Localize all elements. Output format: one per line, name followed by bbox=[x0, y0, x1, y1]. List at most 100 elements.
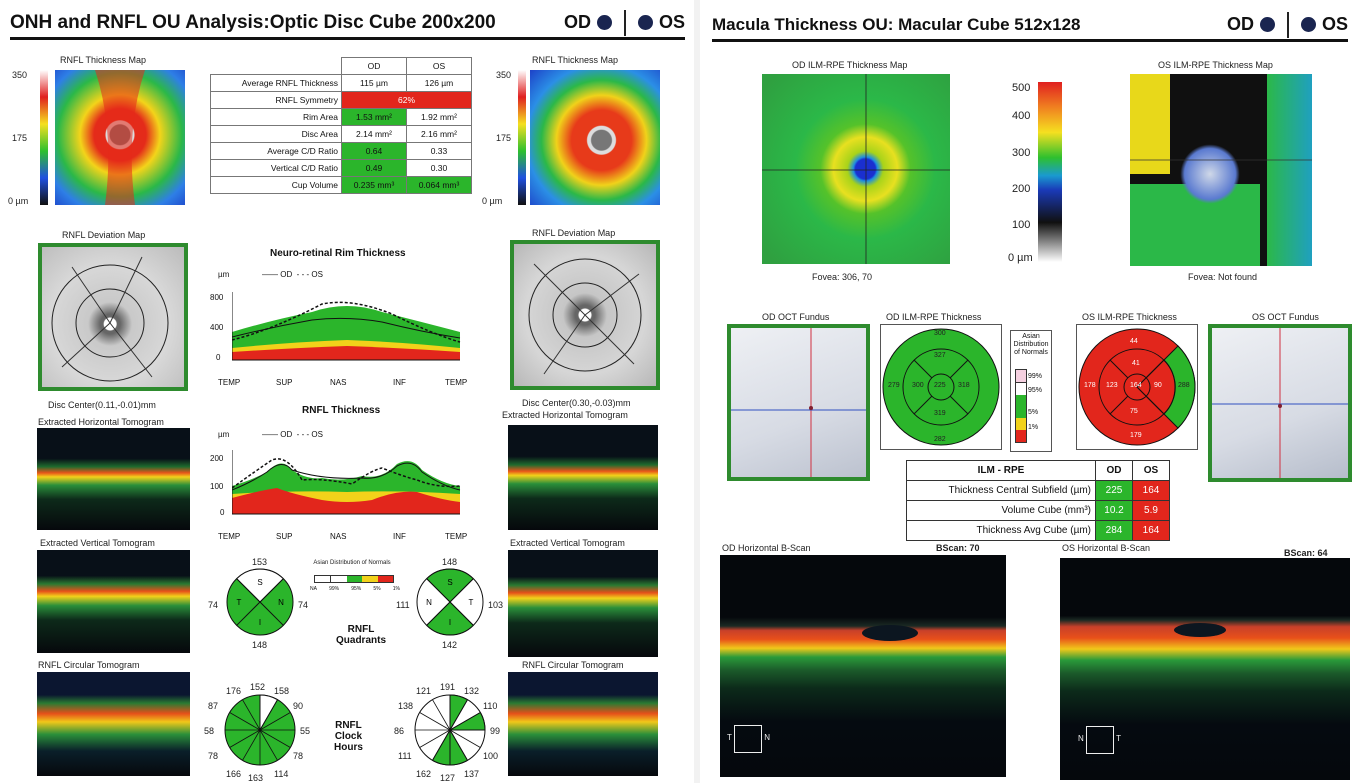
od-clock-value: 176 bbox=[226, 686, 242, 696]
os-scale-mid: 175 bbox=[496, 133, 512, 143]
scale-tick: 500 bbox=[1012, 82, 1031, 94]
eye-indicator: OD OS bbox=[563, 9, 685, 36]
od-etdrs-inner-s: 327 bbox=[934, 352, 946, 359]
od-etdrs-inner-i: 319 bbox=[934, 410, 946, 417]
rim-unit: µm bbox=[218, 270, 230, 279]
asian-level: 5% bbox=[1028, 409, 1039, 416]
os-map-crosshair bbox=[1130, 159, 1312, 161]
table-row: RNFL Symmetry 62% bbox=[210, 91, 472, 109]
od-etdrs-chart bbox=[882, 328, 1000, 446]
os-etdrs-inner-s: 41 bbox=[1132, 360, 1140, 367]
os-deviation-map bbox=[510, 240, 660, 390]
os-rnfl-map-title: RNFL Thickness Map bbox=[532, 55, 619, 65]
eye-separator bbox=[1286, 11, 1289, 38]
od-quadrant-chart: S N I T bbox=[226, 568, 294, 636]
os-fovea-label: Fovea: Not found bbox=[1188, 272, 1258, 282]
os-horizontal-tomogram-title: Extracted Horizontal Tomogram bbox=[502, 410, 628, 420]
os-etdrs-outer-t: 178 bbox=[1084, 382, 1096, 389]
os-etdrs-title: OS ILM-RPE Thickness bbox=[1082, 312, 1177, 322]
table-row: Average RNFL Thickness 115 µm 126 µm bbox=[210, 74, 472, 92]
rnfl-chart-title: RNFL Thickness bbox=[302, 405, 381, 416]
onh-header: ONH and RNFL OU Analysis:Optic Disc Cube… bbox=[10, 8, 685, 40]
od-quadrant-n: 74 bbox=[298, 600, 309, 610]
scale-tick: 200 bbox=[1012, 183, 1031, 195]
os-clock-hours-chart bbox=[414, 694, 486, 766]
os-clock-value: 191 bbox=[440, 682, 456, 692]
od-scale-min: 0 µm bbox=[8, 196, 29, 206]
od-etdrs-outer-s: 300 bbox=[934, 330, 946, 337]
table-row: Average C/D Ratio 0.64 0.33 bbox=[210, 142, 472, 160]
os-bscan-title: OS Horizontal B-Scan bbox=[1062, 543, 1151, 553]
asian-legend-ticks: NA 99% 95% 5% 1% bbox=[310, 586, 400, 592]
od-deviation-title: RNFL Deviation Map bbox=[62, 230, 146, 240]
rnfl-y-tick: 100 bbox=[210, 482, 224, 491]
od-clock-value: 90 bbox=[293, 701, 304, 711]
os-etdrs-frame bbox=[1076, 324, 1198, 450]
asian-level: 95% bbox=[1028, 387, 1043, 394]
asian-level: 1% bbox=[1028, 424, 1039, 431]
table-row: Rim Area 1.53 mm² 1.92 mm² bbox=[210, 108, 472, 126]
svg-text:S: S bbox=[257, 578, 262, 587]
scale-tick: 400 bbox=[1012, 110, 1031, 122]
os-oct-fundus bbox=[1208, 324, 1352, 482]
os-quadrant-n: 111 bbox=[396, 600, 410, 610]
clock-hours-label: RNFL Clock Hours bbox=[334, 720, 363, 753]
od-rnfl-thickness-map bbox=[55, 70, 185, 205]
rim-legend: —— OD - - - OS bbox=[262, 270, 323, 279]
os-label: OS bbox=[658, 12, 685, 32]
os-quadrant-t: 103 bbox=[488, 600, 504, 610]
table-row: Disc Area 2.14 mm² 2.16 mm² bbox=[210, 125, 472, 143]
rim-y-tick: 400 bbox=[210, 323, 224, 332]
od-clock-value: 58 bbox=[204, 726, 215, 736]
ilm-rpe-head-od: OD bbox=[1095, 460, 1133, 481]
od-label: OD bbox=[563, 12, 591, 32]
od-deviation-circles bbox=[51, 256, 169, 382]
od-etdrs-inner-t: 300 bbox=[912, 382, 924, 389]
os-clock-value: 162 bbox=[416, 769, 432, 779]
eye-separator bbox=[623, 9, 626, 36]
table-row: Thickness Central Subfield (µm) 225 164 bbox=[906, 480, 1170, 501]
os-clock-value: 138 bbox=[398, 701, 414, 711]
os-thickness-map-title: OS ILM-RPE Thickness Map bbox=[1158, 60, 1273, 70]
rnfl-thickness-chart bbox=[232, 450, 461, 515]
od-fundus-crosshair bbox=[731, 328, 866, 477]
od-oct-fundus bbox=[727, 324, 870, 481]
table-row: Vertical C/D Ratio 0.49 0.30 bbox=[210, 159, 472, 177]
od-clock-value: 163 bbox=[248, 773, 264, 783]
rim-x-tick: INF bbox=[393, 378, 406, 387]
od-clock-value: 114 bbox=[274, 769, 289, 779]
od-etdrs-outer-i: 282 bbox=[934, 436, 946, 443]
os-circular-tomogram-title: RNFL Circular Tomogram bbox=[522, 660, 624, 670]
od-etdrs-title: OD ILM-RPE Thickness bbox=[886, 312, 982, 322]
os-color-scale bbox=[518, 70, 526, 205]
od-clock-value: 152 bbox=[250, 682, 266, 692]
svg-text:N: N bbox=[278, 598, 284, 607]
eye-indicator: OD OS bbox=[1227, 11, 1348, 38]
od-quadrant-t: 74 bbox=[208, 600, 219, 610]
rim-x-tick: SUP bbox=[276, 378, 293, 387]
rnfl-parameters-table: OD OS Average RNFL Thickness 115 µm 126 µm … bbox=[210, 57, 472, 194]
ilm-rpe-head-os: OS bbox=[1132, 460, 1170, 481]
quadrants-label: RNFL Quadrants bbox=[336, 624, 387, 646]
od-thickness-map-title: OD ILM-RPE Thickness Map bbox=[792, 60, 908, 70]
asian-legend-bar bbox=[314, 575, 394, 583]
os-vertical-tomogram bbox=[508, 550, 658, 657]
os-quadrant-chart: S N I T bbox=[416, 568, 484, 636]
os-clock-value: 100 bbox=[483, 751, 499, 761]
od-clock-value: 158 bbox=[274, 686, 290, 696]
os-etdrs-outer-i: 179 bbox=[1130, 432, 1142, 439]
svg-text:I: I bbox=[259, 618, 261, 627]
od-scale-max: 350 bbox=[12, 70, 28, 80]
macula-report: Macula Thickness OU: Macular Cube 512x12… bbox=[694, 0, 1354, 783]
od-dot-icon bbox=[596, 15, 612, 30]
od-clock-value: 87 bbox=[208, 701, 219, 711]
os-etdrs-center: 164 bbox=[1130, 382, 1142, 389]
rnfl-x-tick: INF bbox=[393, 532, 406, 541]
od-vertical-tomogram bbox=[37, 550, 190, 653]
scale-tick: 0 µm bbox=[1008, 252, 1033, 264]
od-rnfl-map-title: RNFL Thickness Map bbox=[60, 55, 147, 65]
svg-text:N: N bbox=[426, 598, 432, 607]
